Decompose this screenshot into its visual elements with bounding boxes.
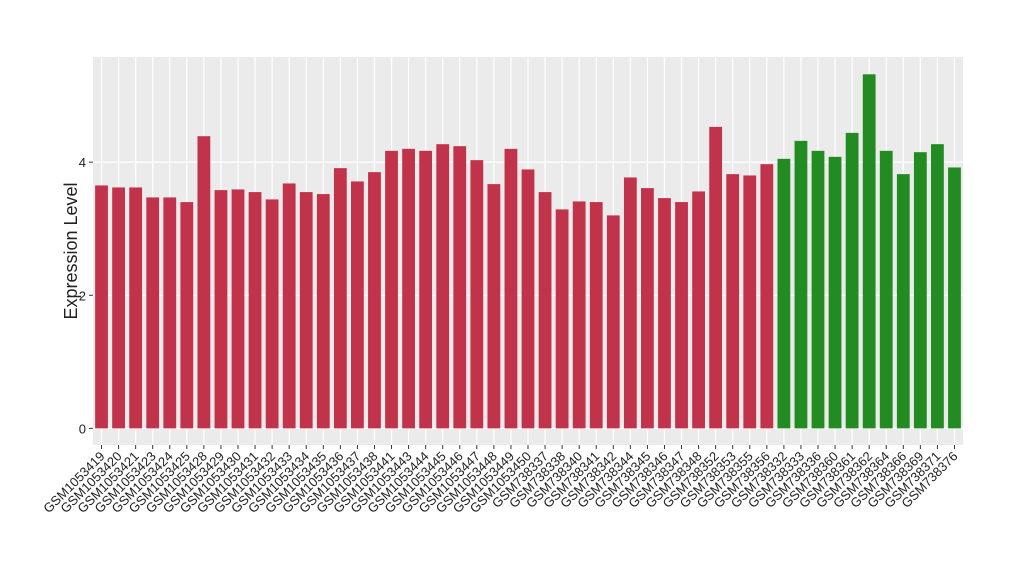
bar xyxy=(453,146,467,429)
bar xyxy=(333,168,347,429)
bar xyxy=(726,174,740,429)
bar xyxy=(282,183,296,429)
bar xyxy=(487,184,501,429)
bar xyxy=(948,167,961,429)
bar xyxy=(675,202,688,429)
y-axis-label: Expression Level xyxy=(61,182,81,319)
bar xyxy=(896,174,910,429)
y-tick-label: 0 xyxy=(79,421,86,436)
bar xyxy=(402,148,415,429)
bar xyxy=(623,177,637,429)
bar xyxy=(248,192,262,429)
bar xyxy=(436,144,450,429)
bar xyxy=(658,198,671,429)
bar xyxy=(385,150,398,429)
bar xyxy=(316,194,330,429)
bar xyxy=(828,156,842,429)
bar xyxy=(555,209,569,429)
y-tick-label: 4 xyxy=(79,155,86,170)
bar xyxy=(692,191,705,429)
y-tick-label: 2 xyxy=(79,288,86,303)
bar xyxy=(777,158,791,429)
bar xyxy=(913,152,927,429)
bar xyxy=(521,169,535,429)
bar xyxy=(368,172,381,429)
bar xyxy=(760,164,774,429)
bar xyxy=(112,187,125,429)
bar xyxy=(214,190,228,429)
bar xyxy=(811,150,825,429)
bar xyxy=(163,197,177,429)
bar xyxy=(146,197,160,429)
bar xyxy=(419,150,433,429)
bar xyxy=(589,202,603,429)
bar xyxy=(641,188,654,429)
bar xyxy=(504,148,518,429)
bar xyxy=(879,150,893,429)
bar xyxy=(351,181,364,429)
bar xyxy=(129,187,143,429)
bar xyxy=(95,185,108,429)
bar xyxy=(606,215,620,429)
bar xyxy=(794,140,808,429)
bar xyxy=(197,136,211,429)
bar xyxy=(845,132,859,429)
bar xyxy=(709,126,723,429)
bar xyxy=(265,199,279,429)
bar xyxy=(299,192,313,429)
bar xyxy=(743,175,757,429)
bar xyxy=(862,74,876,429)
bar xyxy=(572,201,586,429)
bar xyxy=(231,189,245,429)
bar xyxy=(931,144,944,429)
bar xyxy=(180,202,194,429)
bar xyxy=(538,192,552,429)
bar xyxy=(470,160,484,429)
